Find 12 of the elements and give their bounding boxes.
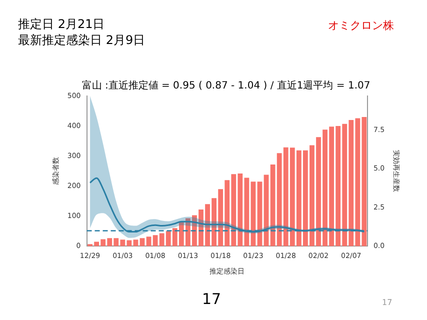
line-series	[89, 177, 365, 233]
text: 最新推定感染日 2月9日	[18, 32, 146, 49]
text: 17	[382, 298, 392, 307]
bar	[140, 238, 145, 246]
bar	[146, 236, 152, 246]
bar	[133, 240, 138, 246]
text: 17	[202, 290, 222, 308]
bar	[244, 178, 250, 246]
chart-title: 富山 :直近推定値 = 0.95 ( 0.87 - 1.04 ) / 直近1週平均 = 1.07	[82, 80, 370, 92]
text: 推定日 2月21日	[18, 16, 105, 33]
text: オミクロン株	[328, 18, 394, 33]
bar	[362, 117, 367, 246]
